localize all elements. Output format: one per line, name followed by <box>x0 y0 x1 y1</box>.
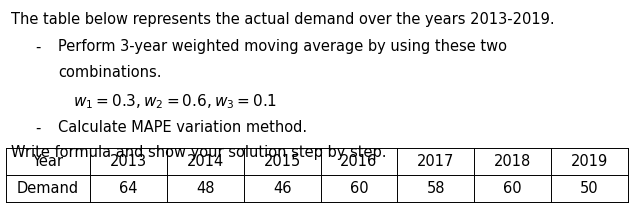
Text: Year: Year <box>32 154 63 169</box>
Text: The table below represents the actual demand over the years 2013-2019.: The table below represents the actual de… <box>11 12 555 27</box>
Text: $w_1 = 0.3, w_2 = 0.6, w_3 = 0.1$: $w_1 = 0.3, w_2 = 0.6, w_3 = 0.1$ <box>73 93 277 111</box>
Text: 60: 60 <box>503 181 522 196</box>
Text: 2016: 2016 <box>340 154 378 169</box>
Text: 2013: 2013 <box>110 154 147 169</box>
Text: Calculate MAPE variation method.: Calculate MAPE variation method. <box>58 120 307 135</box>
Text: Demand: Demand <box>17 181 79 196</box>
Text: -: - <box>35 120 40 135</box>
Text: 2018: 2018 <box>494 154 531 169</box>
Text: 2017: 2017 <box>417 154 455 169</box>
Text: 58: 58 <box>427 181 445 196</box>
Text: 46: 46 <box>273 181 292 196</box>
Text: 48: 48 <box>196 181 214 196</box>
Text: 64: 64 <box>119 181 138 196</box>
Text: 2019: 2019 <box>571 154 608 169</box>
Text: 2015: 2015 <box>264 154 301 169</box>
Text: 50: 50 <box>580 181 599 196</box>
Text: Perform 3-year weighted moving average by using these two: Perform 3-year weighted moving average b… <box>58 39 507 54</box>
Text: combinations.: combinations. <box>58 65 162 80</box>
Text: -: - <box>35 39 40 54</box>
Text: 60: 60 <box>350 181 368 196</box>
Text: 2014: 2014 <box>186 154 224 169</box>
Text: Write formula and show your solution step by step.: Write formula and show your solution ste… <box>11 145 387 160</box>
